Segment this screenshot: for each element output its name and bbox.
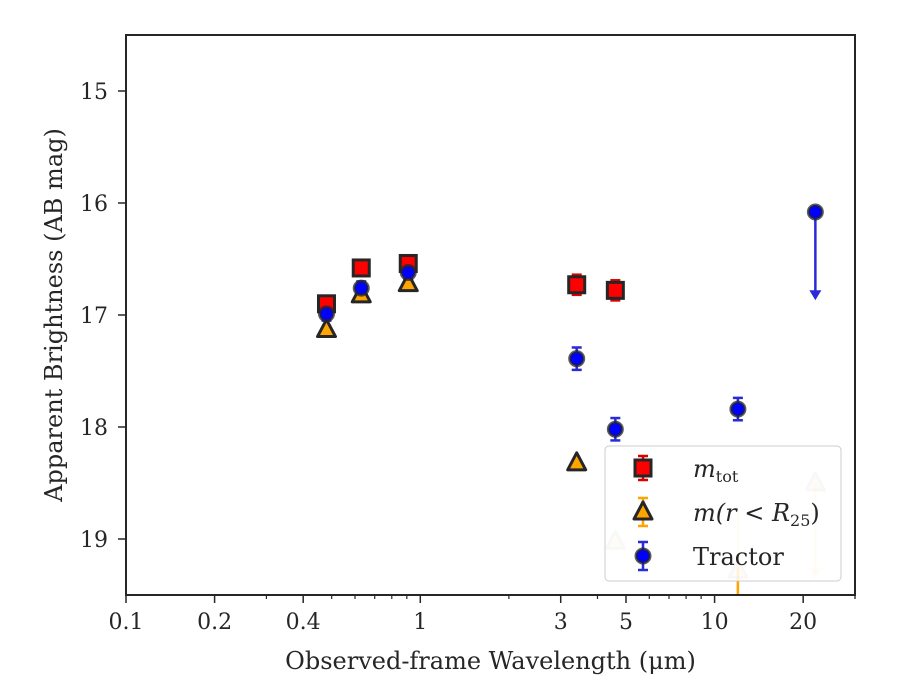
tractor-limit-arrowhead [809,290,822,301]
mtot-point [567,275,587,295]
y-tick-label: 16 [80,192,108,217]
tractor-point [568,350,586,368]
tractor-point [806,203,824,221]
tractor-point [606,420,624,438]
x-tick-label: 0.2 [197,610,232,635]
x-tick-label: 0.1 [109,610,144,635]
mtot-point [605,280,625,300]
y-tick-label: 17 [80,304,108,329]
x-tick-label: 3 [554,610,568,635]
tractor-point [399,263,417,281]
legend-label-mr: m(r < R25) [693,499,820,530]
x-tick-label: 20 [789,610,817,635]
y-axis-label: Apparent Brightness (AB mag) [40,128,68,503]
chart-legend: mtot m(r < R25) Tractor [604,445,842,582]
tractor-point [317,305,335,323]
y-tick-label: 19 [80,528,108,553]
mr-point [315,318,337,339]
mr-point [566,451,588,472]
x-tick-label: 0.4 [286,610,321,635]
tractor-point [729,400,747,418]
legend-box [604,445,842,582]
mtot-point [351,258,371,278]
legend-mr-marker [632,500,654,521]
x-tick-label: 10 [701,610,729,635]
legend-tractor-marker [634,547,652,565]
legend-mtot-marker [633,458,653,478]
chart-axes: 0.1 0.2 0.4 1 3 5 10 20 15 16 17 18 19 Observed-frame… [40,34,856,675]
tractor-point [352,279,370,297]
y-tick-label: 18 [80,416,108,441]
legend-label-mtot: mtot [693,455,739,486]
x-axis-label: Observed-frame Wavelength (μm) [285,647,696,675]
mr-point [397,272,419,293]
x-tick-label: 1 [413,610,427,635]
legend-label-tractor: Tractor [693,543,784,571]
y-tick-label: 15 [80,80,108,105]
x-tick-label: 5 [619,610,633,635]
